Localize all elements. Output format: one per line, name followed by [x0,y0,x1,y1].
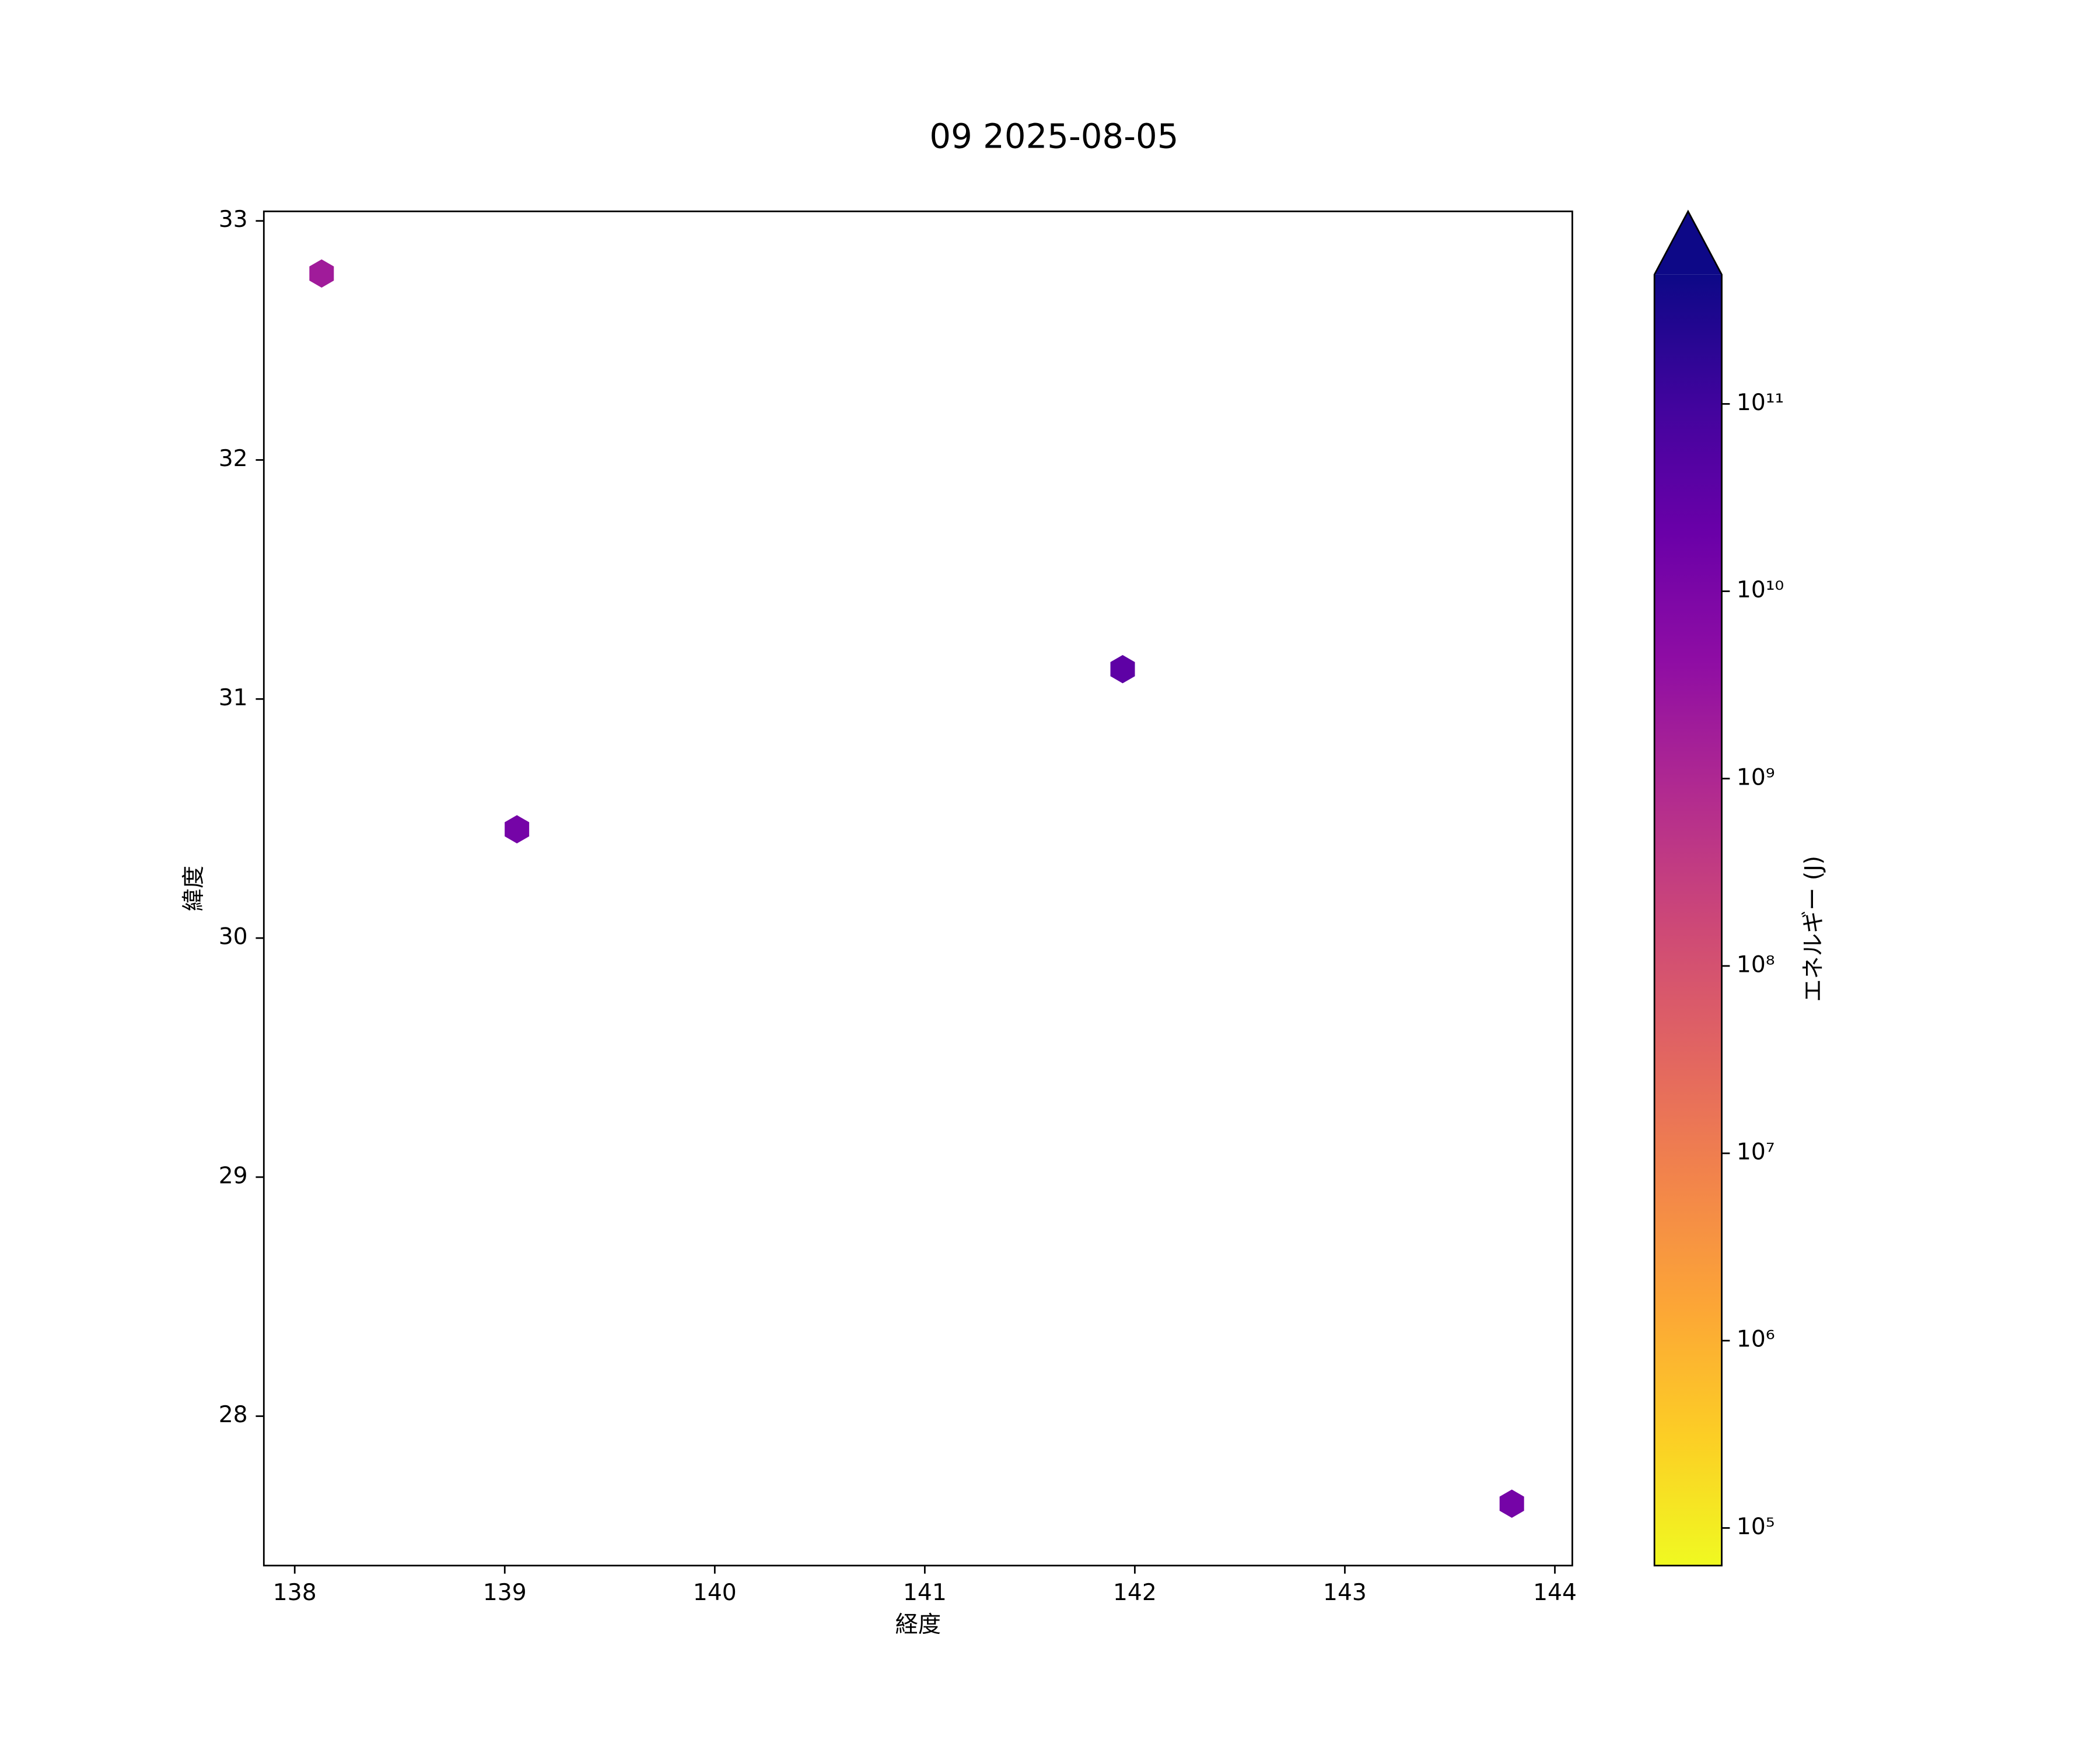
colorbar-tick-label: 10⁵ [1737,1514,1775,1540]
colorbar-tick-label: 10⁷ [1737,1139,1775,1166]
y-tick-label: 30 [219,924,248,950]
y-axis-label: 緯度 [181,866,207,911]
x-tick-label: 139 [483,1580,527,1606]
point [1499,1489,1524,1518]
colorbar-tick-label: 10⁸ [1737,951,1775,978]
colorbar-tick-label: 10¹⁰ [1737,577,1784,603]
y-tick-label: 28 [219,1402,248,1428]
colorbar-tick-label: 10¹¹ [1737,390,1784,416]
x-axis-label: 経度 [895,1612,941,1638]
point [1110,654,1135,684]
y-tick-label: 31 [219,685,248,711]
colorbar-outline [1653,209,1723,1567]
point [309,259,334,288]
x-tick-label: 138 [273,1580,317,1606]
chart-title: 09 2025-08-05 [929,116,1178,156]
y-tick-label: 29 [219,1163,248,1189]
colorbar-label: エネルギー (J) [1800,856,1826,1002]
colorbar-extend [1654,211,1722,275]
x-tick-label: 140 [693,1580,737,1606]
point [505,815,530,844]
x-tick-label: 141 [903,1580,947,1606]
x-tick-label: 142 [1113,1580,1157,1606]
x-tick-label: 143 [1323,1580,1367,1606]
plot-area [262,210,1573,1567]
colorbar [1654,274,1722,1566]
y-tick-label: 33 [219,206,248,233]
colorbar-tick-label: 10⁹ [1737,764,1775,790]
colorbar-tick-label: 10⁶ [1737,1326,1775,1353]
y-tick-label: 32 [219,446,248,472]
x-tick-label: 144 [1533,1580,1577,1606]
